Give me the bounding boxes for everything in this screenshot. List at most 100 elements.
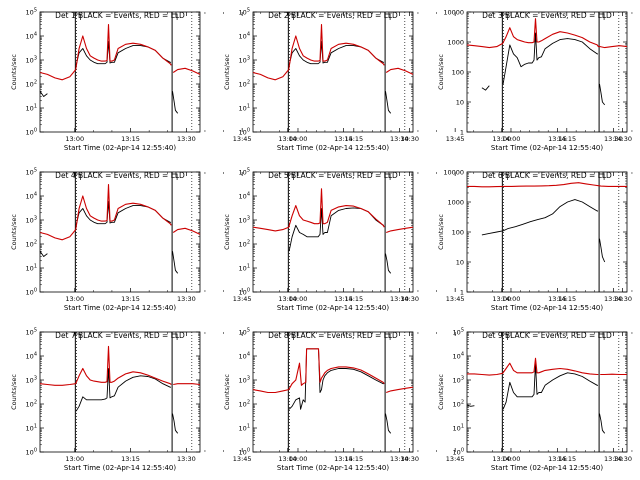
events-series-line <box>502 32 598 84</box>
marker-bracket <box>288 13 294 20</box>
y-tick-label: 101 <box>239 104 250 113</box>
x-axis-label: Start Time (02-Apr-14 12:55:40) <box>277 464 389 472</box>
x-tick-label: 14:00 <box>502 455 521 463</box>
x-tick-label: 13:30 <box>604 455 623 463</box>
x-tick-label: 13:15 <box>334 135 353 143</box>
x-tick-label: 14:00 <box>502 295 521 303</box>
y-tick-label: 105 <box>453 328 464 337</box>
lld-series-line <box>39 183 172 241</box>
y-axis-label: Counts/sec <box>437 214 445 250</box>
y-tick-label: 101 <box>239 264 250 273</box>
y-tick-label: 104 <box>453 352 464 361</box>
y-axis-label: Counts/sec <box>10 54 18 90</box>
lld-series-line <box>252 188 385 232</box>
x-tick-label: 13:00 <box>492 455 511 463</box>
y-tick-label: 101 <box>26 424 37 433</box>
y-axis-label: Counts/sec <box>10 214 18 250</box>
plot-frame <box>252 171 414 293</box>
marker-bracket <box>385 173 391 180</box>
marker-bracket <box>172 333 178 340</box>
lld-series-line <box>467 182 627 188</box>
events-series-line <box>599 413 606 434</box>
panel-title: Det 1 BLACK = Events, RED = LLD <box>55 11 185 20</box>
events-series-line <box>599 238 606 263</box>
y-tick-label: 1 <box>460 289 464 297</box>
x-tick-label: 14:30 <box>613 455 632 463</box>
plot-frame <box>252 11 414 133</box>
x-tick-label: 14:00 <box>289 455 308 463</box>
lld-series-line <box>173 383 201 386</box>
x-tick-label: 13:30 <box>177 455 196 463</box>
x-tick-label: 13:45 <box>446 455 465 463</box>
y-tick-label: 104 <box>239 192 250 201</box>
x-tick-label: 14:15 <box>344 135 363 143</box>
events-series-line <box>481 85 490 91</box>
x-tick-label: 14:30 <box>613 295 632 303</box>
x-axis-label: Start Time (02-Apr-14 12:55:40) <box>64 464 176 472</box>
marker-bracket <box>502 13 508 20</box>
y-tick-label: 101 <box>26 104 37 113</box>
x-tick-label: 14:30 <box>400 295 419 303</box>
x-tick-label: 14:00 <box>502 135 521 143</box>
marker-bracket <box>288 173 294 180</box>
x-tick-label: 13:30 <box>604 295 623 303</box>
panel-title: Det 4 BLACK = Events, RED = LLD <box>55 171 185 180</box>
lld-series-line <box>172 67 201 75</box>
panel-title: Det 7 BLACK = Events, RED = LLD <box>55 331 185 340</box>
marker-bracket <box>502 173 508 180</box>
events-series-line <box>75 368 171 412</box>
events-series-line <box>385 253 392 274</box>
plot-frame <box>39 331 201 453</box>
y-tick-label: 102 <box>239 400 250 409</box>
lld-series-line <box>252 23 385 81</box>
y-tick-label: 103 <box>26 216 37 225</box>
y-tick-label: 103 <box>239 56 250 65</box>
events-series-line <box>599 83 606 106</box>
detector-panel-6: 1 10 100 1000 10000 13:00 13:15 13:30 13:45 14:00… <box>437 169 633 312</box>
y-tick-label: 105 <box>239 168 250 177</box>
marker-bracket <box>502 333 508 340</box>
x-tick-label: 13:00 <box>492 295 511 303</box>
y-tick-label: 102 <box>26 400 37 409</box>
lld-series-line <box>39 345 172 386</box>
x-tick-label: 13:15 <box>548 455 567 463</box>
y-tick-label: 104 <box>26 352 37 361</box>
lld-series-line <box>252 348 385 394</box>
events-series-line <box>466 404 475 407</box>
x-tick-label: 13:00 <box>278 135 297 143</box>
y-tick-label: 101 <box>26 264 37 273</box>
x-axis-label: Start Time (02-Apr-14 12:55:40) <box>491 144 603 152</box>
marker-bracket <box>599 333 605 340</box>
y-tick-label: 100 <box>453 448 464 457</box>
y-axis-label: Counts/sec <box>437 374 445 410</box>
lld-series-line <box>386 226 414 234</box>
y-tick-label: 102 <box>239 240 250 249</box>
x-tick-label: 13:00 <box>65 135 84 143</box>
y-tick-label: 103 <box>26 376 37 385</box>
plot-frame <box>466 11 628 133</box>
x-tick-label: 13:00 <box>278 295 297 303</box>
y-tick-label: 1000 <box>447 199 464 207</box>
x-tick-label: 14:30 <box>400 135 419 143</box>
x-tick-label: 13:15 <box>548 295 567 303</box>
x-tick-label: 14:30 <box>400 455 419 463</box>
x-tick-label: 13:15 <box>548 135 567 143</box>
events-series-line <box>288 207 384 252</box>
x-tick-label: 14:00 <box>289 295 308 303</box>
panel-title: Det 2 BLACK = Events, RED = LLD <box>268 11 398 20</box>
detector-panel-4: 100 101 102 103 104 105 13:00 13:15 13:30 13:45 14… <box>10 168 419 313</box>
y-tick-label: 104 <box>26 32 37 41</box>
y-tick-label: 101 <box>239 424 250 433</box>
plot-frame <box>252 331 414 453</box>
y-tick-label: 102 <box>453 400 464 409</box>
x-tick-label: 14:00 <box>289 135 308 143</box>
x-tick-label: 14:15 <box>557 295 576 303</box>
y-tick-label: 1 <box>460 129 464 137</box>
y-tick-label: 103 <box>26 56 37 65</box>
y-tick-label: 105 <box>239 8 250 17</box>
events-series-line <box>288 348 384 410</box>
y-tick-label: 1000 <box>447 39 464 47</box>
panel-title: Det 5 BLACK = Events, RED = LLD <box>268 171 398 180</box>
y-tick-label: 102 <box>26 240 37 249</box>
